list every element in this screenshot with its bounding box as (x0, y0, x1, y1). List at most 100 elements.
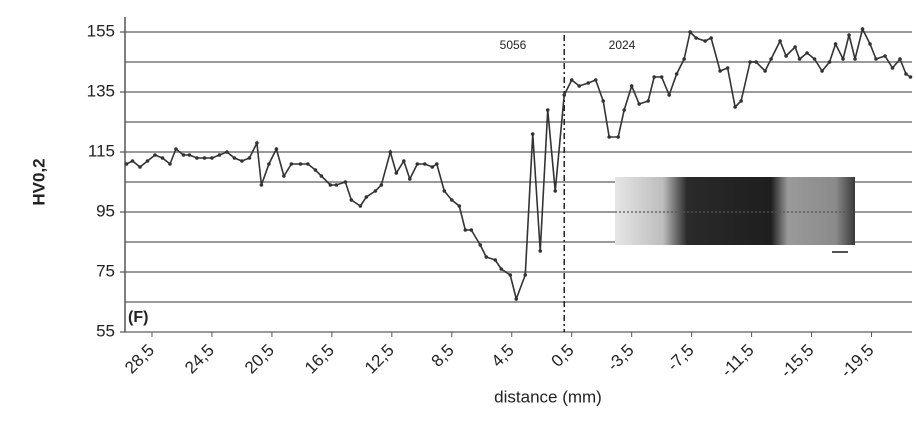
data-point (379, 183, 384, 187)
data-point (841, 57, 845, 61)
data-point (562, 93, 567, 97)
data-point (484, 255, 489, 259)
data-point (388, 150, 393, 154)
data-point (739, 99, 743, 103)
data-point (145, 159, 150, 163)
data-point (667, 93, 671, 97)
data-point (168, 162, 172, 166)
data-point (313, 168, 318, 172)
data-point (709, 36, 713, 40)
data-point (703, 39, 707, 43)
data-point (240, 159, 244, 163)
data-point (174, 147, 178, 151)
data-point (463, 228, 468, 232)
data-point (373, 189, 378, 193)
data-point (769, 57, 773, 61)
data-point (469, 228, 474, 232)
micrograph (615, 177, 855, 245)
data-point (784, 54, 788, 58)
data-point (538, 249, 543, 253)
data-point (343, 180, 348, 184)
data-point (659, 75, 664, 79)
y-tick-label: 115 (88, 141, 115, 160)
data-point (860, 27, 865, 31)
data-point (130, 159, 135, 163)
data-point (763, 69, 767, 73)
y-tick-label: 95 (96, 201, 115, 220)
data-point (274, 147, 279, 151)
data-point (607, 135, 611, 139)
x-tick-label: 8,5 (428, 341, 458, 371)
data-point (868, 42, 872, 46)
y-tick-label: 155 (87, 21, 115, 40)
data-point (682, 57, 686, 61)
x-tick-label: -3,5 (604, 341, 638, 375)
data-point (195, 156, 199, 160)
data-point (394, 171, 399, 175)
data-point (493, 258, 498, 262)
data-point (349, 198, 354, 202)
data-point (181, 153, 186, 157)
x-axis-label: distance (mm) (494, 387, 602, 406)
data-point (694, 36, 698, 40)
data-point (853, 57, 857, 61)
data-point (232, 156, 237, 160)
data-point (820, 69, 824, 73)
data-point (298, 162, 303, 166)
data-point (908, 75, 913, 79)
annotation: (F) (128, 309, 148, 326)
data-point (904, 72, 908, 76)
y-tick-label: 75 (96, 261, 115, 280)
data-point (415, 162, 420, 166)
data-point (247, 156, 252, 160)
data-point (282, 174, 286, 178)
data-point (674, 72, 679, 76)
annotation: 2024 (609, 38, 636, 52)
data-point (553, 189, 558, 193)
data-point (499, 267, 504, 271)
x-tick-label: 12,5 (361, 341, 398, 378)
data-point (153, 153, 157, 157)
data-point (267, 162, 271, 166)
data-point (334, 183, 339, 187)
data-point (827, 60, 832, 64)
data-point (423, 162, 427, 166)
data-point (319, 174, 324, 178)
data-point (725, 66, 730, 70)
data-point (748, 60, 752, 64)
data-point (890, 66, 895, 70)
data-point (523, 273, 528, 277)
data-point (457, 204, 462, 208)
data-point (577, 84, 582, 88)
data-point (217, 153, 222, 157)
data-point (898, 57, 902, 61)
data-point (629, 84, 634, 88)
data-point (408, 177, 412, 181)
data-point (569, 78, 574, 82)
data-point (530, 132, 535, 136)
data-point (812, 57, 817, 61)
data-point (545, 108, 550, 112)
data-point (259, 183, 264, 187)
y-axis-label: HV0,2 (29, 158, 48, 205)
x-tick-label: -7,5 (663, 341, 697, 375)
data-point (328, 183, 333, 187)
x-tick-label: -15,5 (777, 341, 818, 382)
data-point (833, 42, 838, 46)
x-tick-label: 24,5 (181, 341, 218, 378)
x-tick-label: -11,5 (718, 341, 758, 381)
data-point (508, 273, 513, 277)
data-point (138, 165, 142, 169)
data-point (778, 39, 782, 43)
data-point (593, 78, 598, 82)
data-point (160, 156, 165, 160)
data-point (883, 54, 887, 58)
x-tick-label: -19,5 (837, 341, 878, 382)
data-point (402, 159, 406, 163)
data-point (688, 30, 692, 34)
data-point (514, 297, 519, 301)
data-point (358, 204, 363, 208)
data-point (601, 99, 605, 103)
data-point (478, 243, 483, 247)
